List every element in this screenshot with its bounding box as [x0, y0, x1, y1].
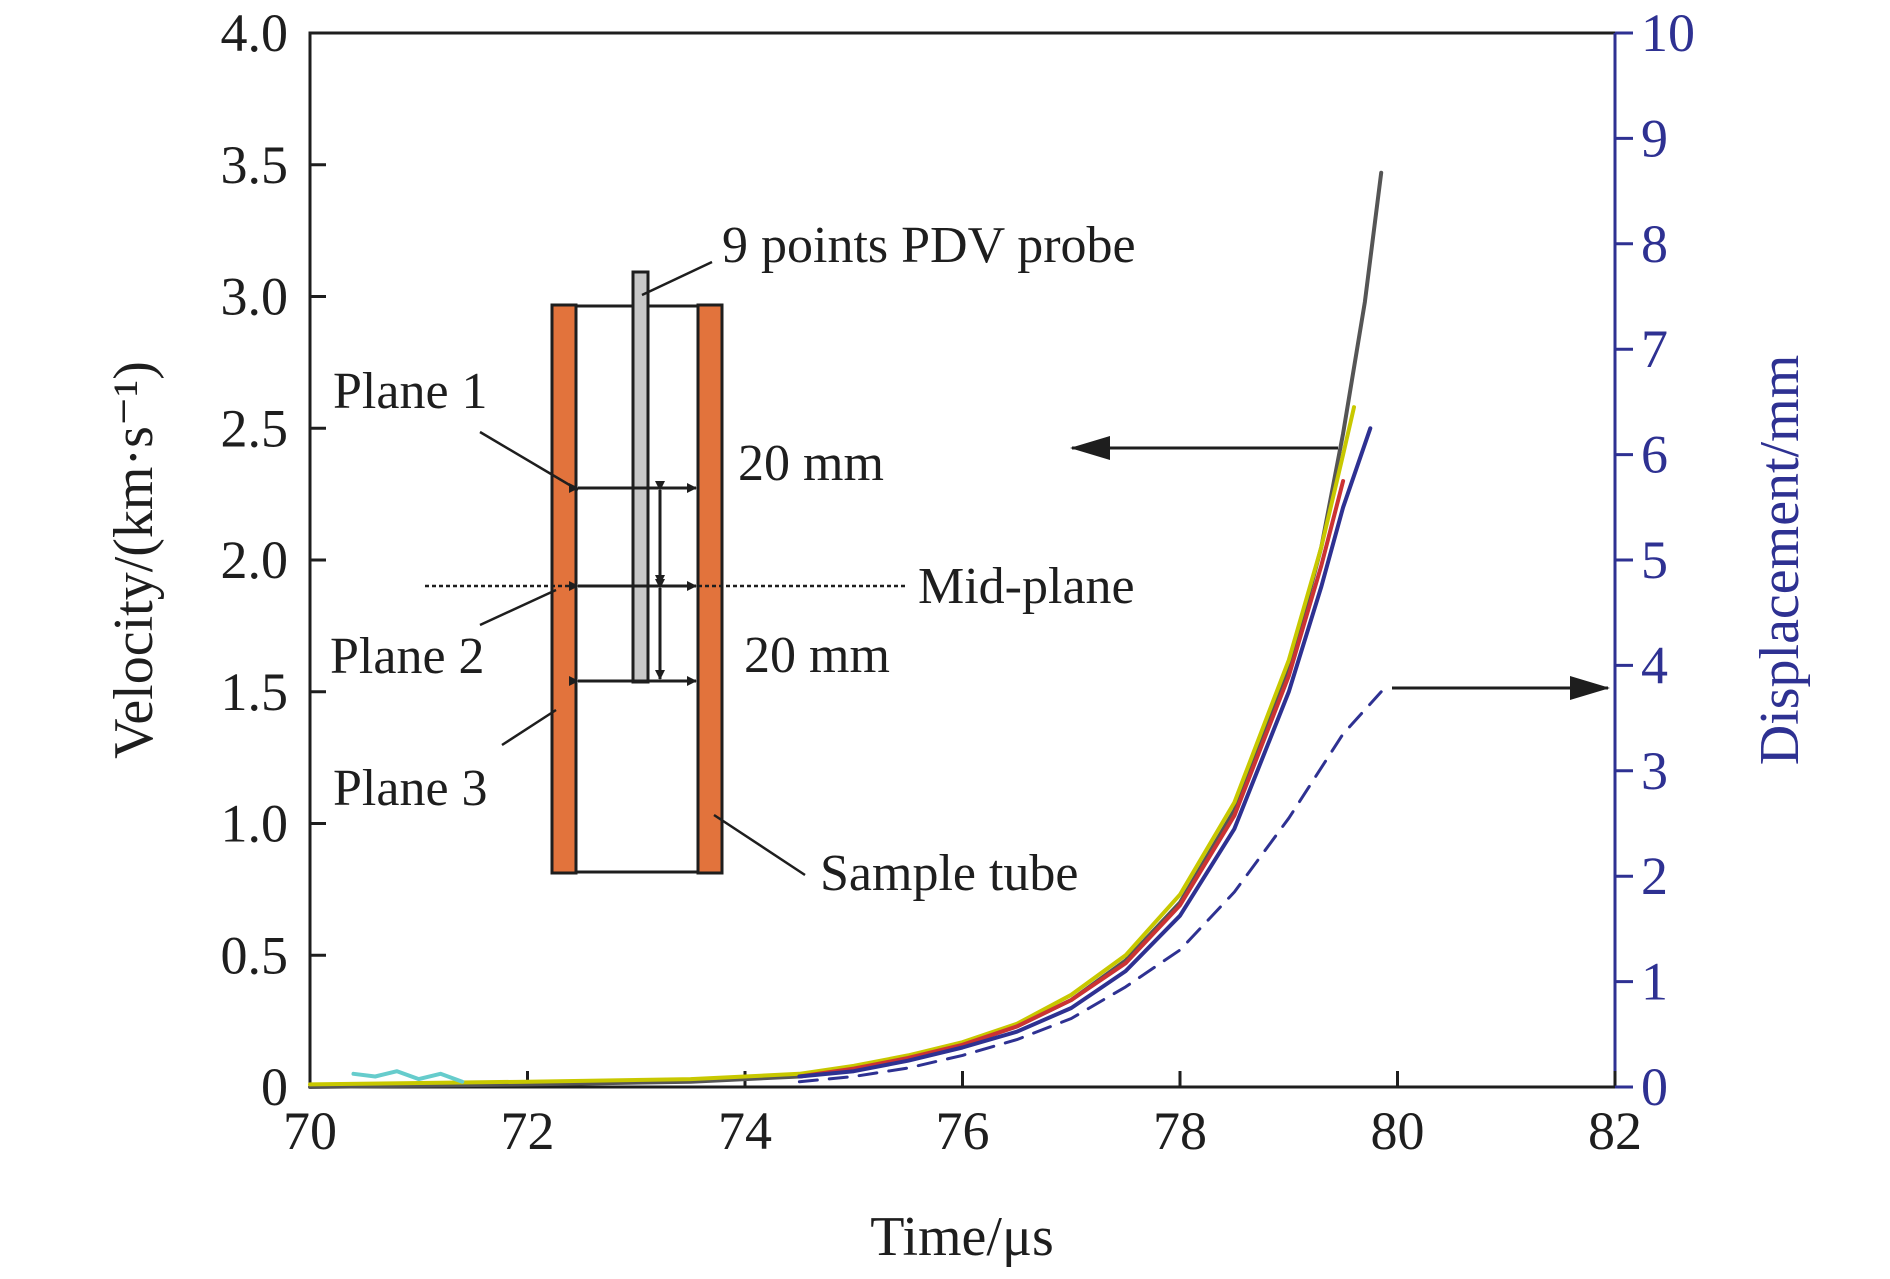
plane3-leader	[501, 708, 557, 747]
right-y-tick-label: 2	[1641, 846, 1668, 906]
x-tick-label: 76	[936, 1101, 990, 1161]
velocity-series-3	[797, 426, 1373, 1079]
left-y-tick-label: 4.0	[221, 3, 289, 63]
tube-label: Sample tube	[820, 845, 1079, 902]
right-y-tick-label: 6	[1641, 425, 1668, 485]
velocity-series-4	[351, 1069, 465, 1084]
right-y-tick-label: 10	[1641, 3, 1695, 63]
displacement-series-5	[797, 690, 1383, 1084]
tube-left-wall	[550, 303, 578, 875]
right-y-tick-label: 0	[1641, 1057, 1668, 1117]
tube-leader	[713, 813, 806, 877]
right-y-axis-ticks: 0 1 2 3 4 5 6 7 8 9 10	[1615, 3, 1695, 1117]
left-y-axis-ticks: 0 0.5 1.0 1.5 2.0 2.5 3.0 3.5 4.0	[221, 3, 326, 1117]
left-y-tick-label: 1.5	[221, 662, 289, 722]
right-y-tick-label: 3	[1641, 741, 1668, 801]
left-y-axis-title: Velocity/(km·s⁻¹)	[103, 361, 165, 759]
midplane-label: Mid-plane	[918, 558, 1135, 615]
probe-label: 9 points PDV probe	[722, 217, 1136, 274]
right-y-tick-label: 9	[1641, 108, 1668, 168]
right-y-tick-label: 7	[1641, 319, 1668, 379]
plane1-label: Plane 1	[333, 363, 488, 420]
pdv-probe	[631, 270, 650, 684]
plane2-leader	[479, 588, 557, 627]
left-y-tick-label: 3.5	[221, 135, 289, 195]
inset-schematic: 9 points PDV probe Plane 1 Plane 2 Plane…	[330, 217, 1136, 902]
x-tick-label: 70	[283, 1101, 337, 1161]
probe-leader	[641, 260, 713, 297]
right-y-axis-title: Displacement/mm	[1749, 355, 1811, 766]
left-y-tick-label: 0.5	[221, 925, 289, 985]
x-tick-label: 78	[1153, 1101, 1207, 1161]
plane3-label: Plane 3	[333, 760, 488, 817]
plane1-leader	[479, 430, 579, 492]
dim-lower-label: 20 mm	[744, 627, 890, 684]
left-y-tick-label: 3.0	[221, 267, 289, 327]
right-y-tick-label: 4	[1641, 635, 1668, 695]
left-y-tick-label: 2.0	[221, 530, 289, 590]
x-tick-label: 72	[501, 1101, 555, 1161]
right-y-tick-label: 8	[1641, 214, 1668, 274]
tube-right-wall	[696, 303, 724, 875]
dim-upper-label: 20 mm	[738, 435, 884, 492]
x-tick-label: 80	[1371, 1101, 1425, 1161]
series-layer	[308, 170, 1384, 1089]
plane2-label: Plane 2	[330, 628, 485, 685]
right-y-tick-label: 1	[1641, 952, 1668, 1012]
x-tick-label: 74	[718, 1101, 772, 1161]
velocity-series-1	[308, 405, 1356, 1087]
velocity-series-2	[797, 479, 1346, 1079]
x-tick-label: 82	[1588, 1101, 1642, 1161]
x-axis-ticks: 70 72 74 76 78 80 82	[283, 1071, 1642, 1161]
left-y-tick-label: 0	[261, 1057, 288, 1117]
left-y-tick-label: 1.0	[221, 794, 289, 854]
right-y-tick-label: 5	[1641, 530, 1668, 590]
left-y-tick-label: 2.5	[221, 398, 289, 458]
x-axis-title: Time/μs	[870, 1206, 1054, 1268]
